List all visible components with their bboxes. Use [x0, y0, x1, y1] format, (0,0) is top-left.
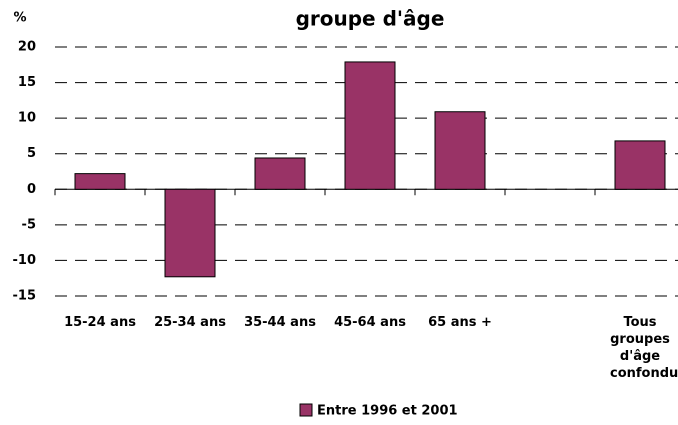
bar	[254, 157, 306, 190]
bar	[164, 188, 216, 278]
y-tick-label: 5	[27, 146, 36, 161]
x-tick-label: Tous groupes d'âge confondus	[610, 315, 678, 381]
legend-swatch	[299, 403, 313, 417]
x-tick-label: 35-44 ans	[244, 315, 316, 330]
y-tick-label: -15	[13, 289, 37, 304]
y-tick-label: 20	[18, 40, 36, 55]
bar	[74, 173, 126, 190]
x-tick-label: 25-34 ans	[154, 315, 226, 330]
y-tick-label: -5	[22, 217, 36, 232]
y-tick-label: 15	[18, 75, 36, 90]
x-tick-label: 15-24 ans	[64, 315, 136, 330]
x-tick-label: 45-64 ans	[334, 315, 406, 330]
chart-title: groupe d'âge	[296, 7, 445, 31]
bar	[434, 111, 486, 190]
y-tick-label: -10	[13, 253, 37, 268]
bar	[614, 140, 666, 190]
y-tick-label: 0	[27, 182, 36, 197]
legend-label: Entre 1996 et 2001	[317, 404, 458, 419]
x-tick-label: 65 ans +	[428, 315, 492, 330]
bar	[344, 61, 396, 190]
y-axis-label: %	[13, 11, 26, 26]
y-tick-label: 10	[18, 111, 36, 126]
